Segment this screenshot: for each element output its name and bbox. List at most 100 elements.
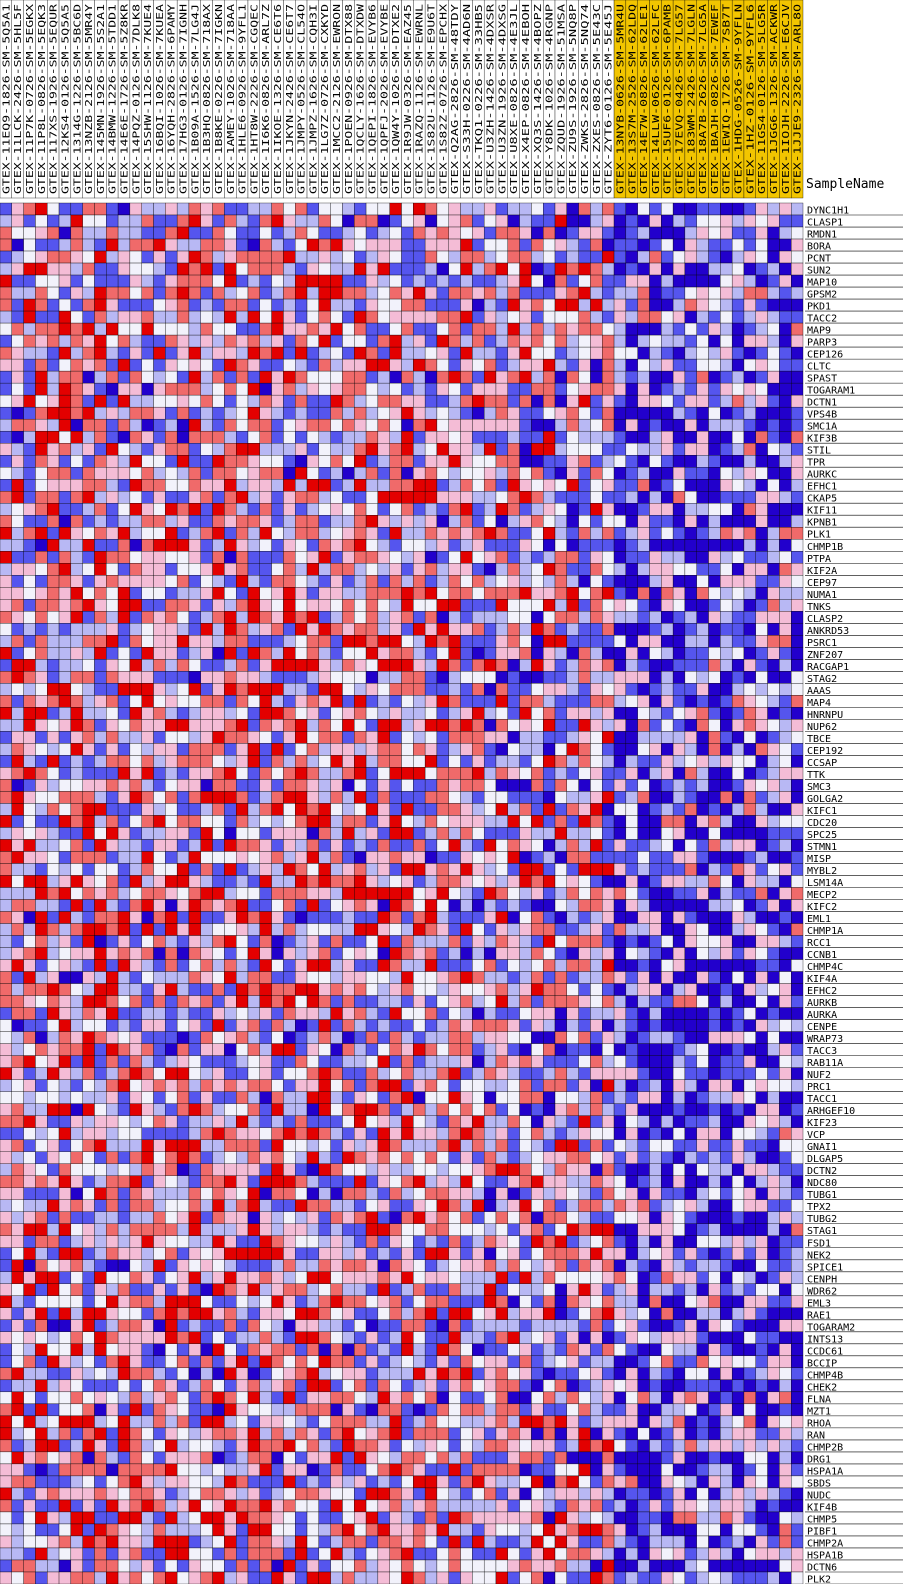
heatmap-cell — [720, 863, 733, 876]
heatmap-cell — [141, 346, 154, 360]
heatmap-cell — [507, 851, 520, 864]
heatmap-cell — [117, 899, 131, 912]
heatmap-cell — [212, 274, 225, 288]
heatmap-cell — [661, 791, 674, 804]
heatmap-cell — [472, 587, 485, 600]
heatmap-cell — [767, 370, 780, 384]
heatmap-cell — [531, 455, 544, 468]
heatmap-cell — [554, 635, 567, 648]
heatmap-cell — [200, 1043, 213, 1056]
heatmap-cell — [153, 382, 166, 396]
heatmap-cell — [141, 839, 154, 852]
heatmap-cell — [543, 743, 556, 756]
heatmap-cell — [236, 743, 249, 756]
heatmap-cell — [295, 695, 308, 708]
heatmap-cell — [0, 274, 12, 288]
heatmap-cell — [306, 310, 320, 324]
heatmap-cell — [720, 695, 733, 708]
heatmap-cell — [637, 599, 650, 612]
heatmap-cell — [153, 779, 166, 792]
heatmap-cell — [590, 358, 603, 372]
heatmap-cell — [507, 959, 520, 972]
heatmap-cell — [117, 623, 131, 636]
heatmap-cell — [401, 214, 414, 228]
heatmap-cell — [23, 467, 36, 480]
heatmap-cell — [117, 983, 131, 996]
heatmap-cell — [377, 659, 390, 672]
heatmap-cell — [401, 358, 414, 372]
heatmap-cell — [519, 563, 532, 576]
heatmap-cell — [389, 262, 402, 276]
heatmap-cell — [70, 635, 83, 648]
heatmap-cell — [578, 839, 591, 852]
heatmap-cell — [708, 983, 721, 996]
heatmap-cell — [578, 551, 591, 564]
heatmap-cell — [696, 623, 709, 636]
heatmap-cell — [247, 202, 260, 216]
heatmap-cell — [448, 202, 461, 216]
heatmap-cell — [117, 947, 131, 960]
heatmap-cell — [720, 935, 733, 948]
heatmap-cell — [625, 286, 638, 300]
heatmap-cell — [661, 815, 674, 828]
heatmap-cell — [94, 899, 107, 912]
heatmap-cell — [70, 274, 83, 288]
heatmap-cell — [259, 767, 272, 780]
heatmap-cell — [47, 695, 60, 708]
heatmap-cell — [590, 1019, 603, 1032]
heatmap-cell — [306, 839, 320, 852]
heatmap-cell — [791, 1007, 804, 1020]
heatmap-cell — [354, 803, 367, 816]
heatmap-cell — [389, 827, 402, 840]
heatmap-cell — [165, 467, 178, 480]
heatmap-cell — [483, 899, 497, 912]
heatmap-cell — [731, 683, 745, 696]
heatmap-cell — [129, 1031, 142, 1044]
heatmap-cell — [401, 959, 414, 972]
heatmap-cell — [684, 983, 697, 996]
heatmap-cell — [661, 623, 674, 636]
heatmap-cell — [0, 1043, 12, 1056]
heatmap-cell — [495, 731, 508, 744]
heatmap-cell — [94, 671, 107, 684]
heatmap-cell — [330, 599, 343, 612]
heatmap-cell — [176, 959, 190, 972]
heatmap-cell — [708, 827, 721, 840]
heatmap-cell — [578, 467, 591, 480]
heatmap-cell — [58, 563, 72, 576]
heatmap-cell — [58, 647, 72, 660]
heatmap-cell — [283, 971, 296, 984]
heatmap-cell — [23, 442, 36, 456]
heatmap-cell — [460, 238, 473, 252]
heatmap-cell — [129, 983, 142, 996]
heatmap-cell — [377, 563, 390, 576]
column-labels: GTEX-11EQ9-1826-SM-5Q5A1 GTEX-11LCK-2426-… — [1, 3, 803, 194]
heatmap-cell — [602, 851, 615, 864]
heatmap-cell — [35, 382, 48, 396]
heatmap-cell — [354, 887, 367, 900]
column-label: GTEX-17EVQ-0426-SM-7LG57 — [675, 4, 686, 194]
heatmap-cell — [47, 599, 60, 612]
heatmap-cell — [779, 599, 792, 612]
heatmap-cell — [684, 623, 697, 636]
heatmap-cell — [590, 539, 603, 552]
heatmap-cell — [47, 467, 60, 480]
heatmap-cell — [306, 611, 320, 624]
heatmap-cell — [330, 851, 343, 864]
heatmap-cell — [720, 310, 733, 324]
heatmap-cell — [767, 467, 780, 480]
heatmap-cell — [0, 911, 12, 924]
heatmap-cell — [684, 418, 697, 432]
heatmap-cell — [212, 551, 225, 564]
heatmap-cell — [306, 959, 320, 972]
heatmap-cell — [82, 683, 95, 696]
heatmap-cell — [47, 779, 60, 792]
heatmap-cell — [424, 286, 438, 300]
heatmap-cell — [377, 382, 390, 396]
heatmap-cell — [141, 923, 154, 936]
heatmap-cell — [672, 827, 686, 840]
heatmap-cell — [389, 995, 402, 1008]
heatmap-cell — [531, 623, 544, 636]
heatmap-cell — [413, 298, 426, 312]
